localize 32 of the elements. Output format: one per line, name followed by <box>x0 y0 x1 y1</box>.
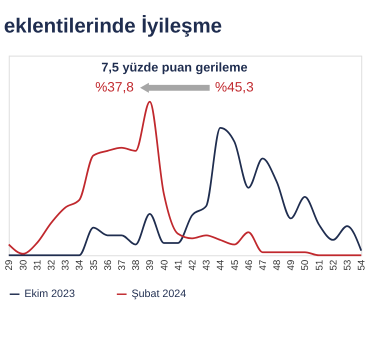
x-tick-label: 36 <box>102 260 114 270</box>
text: %37,8 <box>95 80 134 95</box>
x-tick-label: 41 <box>173 260 184 270</box>
text: %45,3 <box>215 80 254 95</box>
x-tick-label: 44 <box>216 259 227 270</box>
x-tick-label: 35 <box>88 260 100 270</box>
x-tick-label: 53 <box>342 260 354 270</box>
x-tick-label: 31 <box>32 260 44 270</box>
x-tick-label: 33 <box>60 260 72 270</box>
x-tick-label: 49 <box>286 260 298 270</box>
x-tick-label: 54 <box>356 259 368 270</box>
x-tick-label: 43 <box>202 260 213 270</box>
x-tick-label: 52 <box>328 260 340 270</box>
x-tick-label: 30 <box>18 259 30 270</box>
x-tick-label: 32 <box>46 260 58 270</box>
x-tick-label: 34 <box>74 259 86 270</box>
x-tick-label: 46 <box>244 260 255 270</box>
x-tick-label: 38 <box>131 260 142 270</box>
x-tick-label: 29 <box>4 260 16 270</box>
x-tick-label: 42 <box>187 260 198 270</box>
x-tick-label: 47 <box>258 260 269 270</box>
text: 7,5 yüzde puan gerileme <box>101 60 248 74</box>
x-tick-label: 50 <box>300 259 312 270</box>
chart-title: eklentilerinde İyileşme <box>4 14 222 38</box>
x-tick-label: 45 <box>230 260 241 270</box>
x-tick-label: 40 <box>159 259 170 270</box>
x-tick-label: 39 <box>145 260 156 270</box>
legend-label: Ekim 2023 <box>24 288 75 300</box>
x-tick-label: 48 <box>272 260 284 270</box>
x-tick-label: 37 <box>116 260 128 270</box>
x-tick-label: 51 <box>314 260 326 270</box>
legend-label: Şubat 2024 <box>131 288 186 300</box>
